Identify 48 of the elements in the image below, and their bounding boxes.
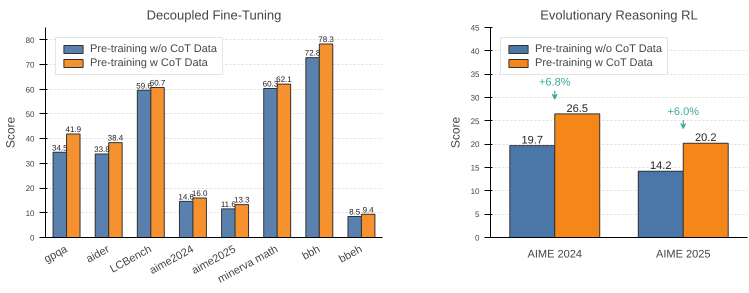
x-tick-label: bbh	[300, 243, 322, 263]
y-tick-label: 40	[470, 46, 480, 56]
data-label: 14.2	[650, 160, 672, 172]
data-label: 78.3	[318, 35, 334, 44]
y-axis-title: Score	[448, 116, 463, 148]
data-label: 38.4	[108, 134, 124, 143]
y-tick-label: 0	[475, 234, 480, 242]
y-tick-label: 30	[26, 159, 36, 168]
data-label: 8.5	[349, 208, 361, 216]
chart-title: Decoupled Fine-Tuning	[146, 8, 282, 22]
x-tick-label: aider	[84, 243, 112, 266]
data-label: 26.5	[566, 102, 588, 115]
x-tick-label: gpqa	[42, 242, 70, 266]
y-tick-label: 20	[26, 184, 36, 194]
y-tick-label: 70	[26, 60, 36, 70]
data-label: 41.9	[66, 124, 82, 134]
y-tick-label: 60	[26, 85, 36, 94]
data-label: 11.6	[220, 200, 236, 209]
data-label: 60.7	[150, 78, 166, 88]
annotation: +6.0%	[668, 106, 700, 118]
y-tick-label: 5	[475, 210, 480, 220]
y-axis-title: Score	[4, 116, 18, 148]
legend-label: Pre-training w/o CoT Data	[90, 43, 217, 55]
data-label: 9.4	[362, 205, 374, 214]
y-tick-label: 10	[26, 208, 36, 218]
y-tick-label: 10	[470, 186, 480, 196]
y-tick-label: 80	[26, 36, 36, 45]
data-label: 60.3	[262, 80, 279, 89]
x-tick-label: AIME 2024	[528, 248, 582, 260]
legend-label: Pre-training w/o CoT Data	[535, 43, 662, 55]
y-tick-label: 0	[30, 234, 36, 242]
y-tick-label: 45	[470, 24, 480, 32]
chart-title: Evolutionary Reasoning RL	[540, 8, 698, 22]
y-tick-label: 40	[26, 134, 36, 144]
x-tick-label: bbeh	[337, 243, 364, 266]
legend-label: Pre-training w CoT Data	[90, 57, 208, 69]
data-label: 19.7	[522, 134, 543, 147]
x-tick-label: AIME 2025	[656, 248, 710, 260]
annotation: +6.8%	[539, 76, 571, 89]
data-label: 13.3	[234, 196, 250, 205]
y-tick-label: 30	[470, 94, 480, 102]
y-tick-label: 20	[470, 140, 480, 150]
data-label: 20.2	[695, 132, 716, 144]
y-tick-label: 35	[470, 70, 480, 80]
y-tick-label: 25	[470, 116, 480, 126]
y-tick-label: 50	[26, 110, 36, 119]
y-tick-label: 15	[470, 164, 480, 172]
legend-label: Pre-training w CoT Data	[535, 57, 653, 69]
